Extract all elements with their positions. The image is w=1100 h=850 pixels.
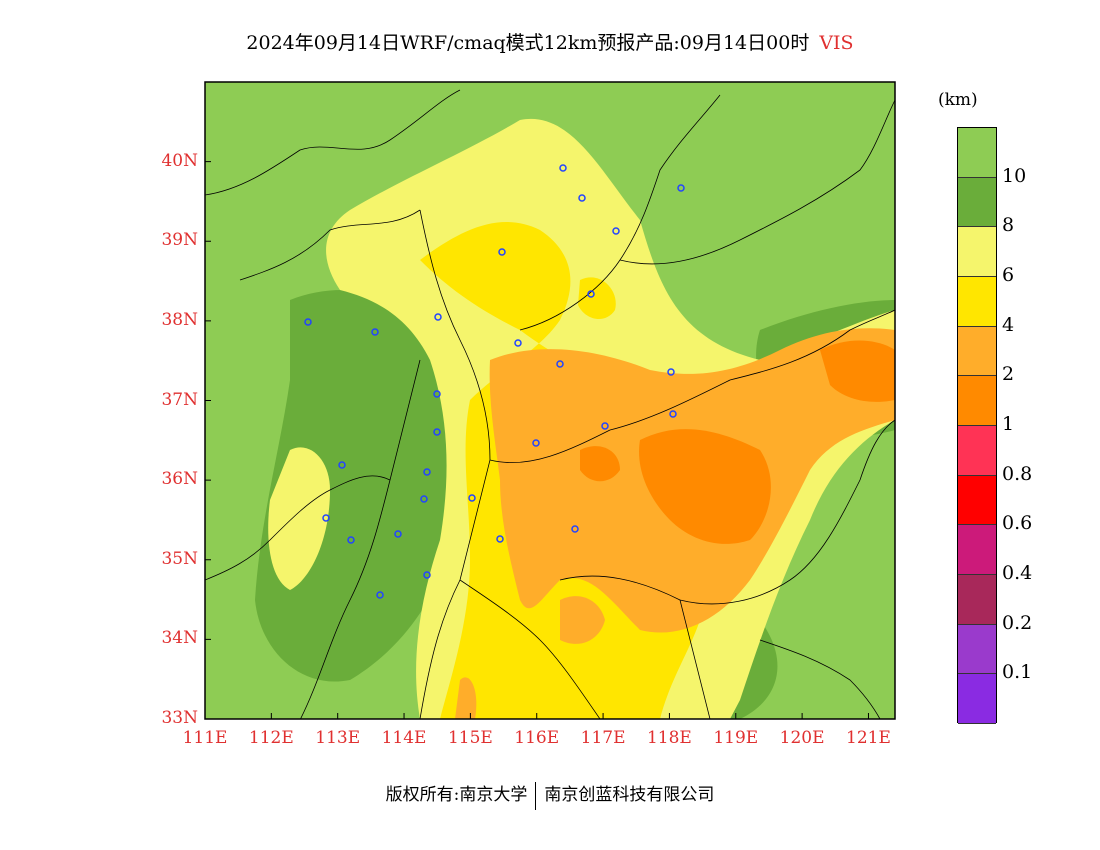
- colorbar-segment: [958, 475, 996, 526]
- colorbar-label-8: 8: [1002, 214, 1015, 237]
- lon-label-115E: 115E: [447, 728, 493, 748]
- colorbar-label-6: 6: [1002, 264, 1015, 286]
- lat-label-38N: 38N: [161, 309, 198, 330]
- lon-label-119E: 119E: [713, 728, 759, 748]
- colorbar-segment: [958, 674, 996, 724]
- colorbar-segment: [958, 624, 996, 675]
- colorbar-segment: [958, 277, 996, 327]
- lat-label-35N: 35N: [161, 548, 198, 569]
- colorbar-label-0.4: 0.4: [1002, 562, 1033, 584]
- colorbar-label-2: 2: [1002, 363, 1015, 386]
- colorbar-segment: [958, 128, 996, 178]
- lat-label-34N: 34N: [161, 628, 198, 649]
- map-title: 2024年09月14日WRF/cmaq模式12km预报产品:09月14日00时 V…: [0, 28, 1100, 55]
- lat-label-40N: 40N: [161, 150, 198, 171]
- axis-ticks: [204, 161, 869, 720]
- colorbar-segment: [958, 575, 996, 625]
- lon-label-111E: 111E: [182, 728, 228, 748]
- copyright-left: 版权所有:南京大学: [385, 785, 528, 805]
- lon-label-120E: 120E: [779, 728, 825, 748]
- lon-label-116E: 116E: [514, 728, 560, 748]
- colorbar-segment: [958, 525, 996, 575]
- city-markers: [304, 164, 685, 599]
- copyright-right: 南京创蓝科技有限公司: [544, 785, 715, 805]
- colorbar: [957, 127, 997, 724]
- lon-label-113E: 113E: [315, 728, 361, 748]
- colorbar-segment: [958, 227, 996, 277]
- lat-label-37N: 37N: [161, 389, 198, 410]
- lon-label-114E: 114E: [381, 728, 427, 748]
- lat-label-39N: 39N: [161, 230, 198, 251]
- variable-label: VIS: [819, 32, 854, 54]
- colorbar-segment: [958, 326, 996, 377]
- lon-label-121E: 121E: [846, 728, 891, 748]
- colorbar-label-0.6: 0.6: [1002, 512, 1033, 535]
- colorbar-label-0.8: 0.8: [1002, 462, 1033, 485]
- colorbar-segment: [958, 376, 996, 426]
- lon-label-112E: 112E: [248, 728, 294, 748]
- title-text: 2024年09月14日WRF/cmaq模式12km预报产品:09月14日00时: [246, 32, 810, 54]
- colorbar-label-1: 1: [1002, 413, 1015, 435]
- colorbar-label-4: 4: [1002, 313, 1015, 336]
- colorbar-label-0.2: 0.2: [1002, 611, 1033, 634]
- lat-label-36N: 36N: [161, 469, 198, 490]
- lon-label-117E: 117E: [580, 728, 626, 748]
- footer-divider: [535, 781, 537, 810]
- lat-label-33N: 33N: [161, 708, 198, 728]
- colorbar-label-10: 10: [1002, 164, 1027, 187]
- visibility-field: [205, 82, 895, 719]
- lon-label-118E: 118E: [646, 728, 692, 748]
- colorbar-unit: (km): [938, 90, 978, 110]
- colorbar-label-0.1: 0.1: [1002, 661, 1033, 684]
- colorbar-segment: [958, 177, 996, 228]
- copyright-footer: 版权所有:南京大学 南京创蓝科技有限公司: [0, 780, 1100, 810]
- colorbar-segment: [958, 426, 996, 476]
- province-boundaries: [205, 89, 895, 719]
